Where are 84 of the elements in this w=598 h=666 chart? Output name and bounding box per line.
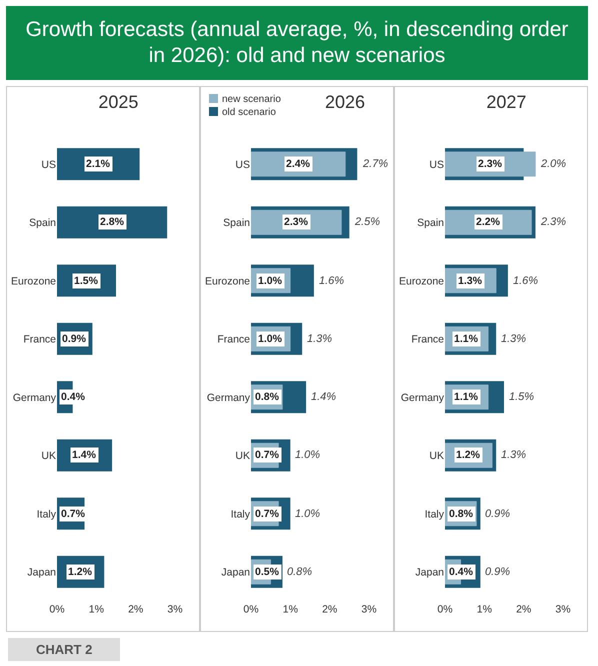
data-label: 0.7%	[255, 508, 280, 520]
y-tick-label: Eurozone	[11, 275, 56, 288]
x-tick-label: 0%	[437, 604, 453, 616]
data-label: 1.4%	[311, 391, 336, 403]
data-label: 1.3%	[501, 449, 526, 461]
chart-title: 2026	[324, 92, 366, 112]
data-label: 1.3%	[307, 333, 332, 345]
y-tick-label: US	[41, 158, 56, 171]
data-label: 2.1%	[86, 158, 111, 170]
data-label: 1.6%	[319, 275, 344, 287]
x-tick-label: 1%	[476, 604, 492, 616]
data-label: 0.4%	[449, 566, 474, 578]
data-label: 1.0%	[258, 275, 283, 287]
x-tick-label: 3%	[555, 604, 571, 616]
data-label: 1.0%	[295, 508, 320, 520]
data-label: 2.8%	[100, 216, 125, 228]
legend-label: new scenario	[222, 94, 281, 105]
y-tick-label: Japan	[27, 566, 56, 579]
x-tick-label: 2%	[322, 604, 338, 616]
x-tick-label: 0%	[49, 604, 65, 616]
legend-label: old scenario	[222, 107, 276, 118]
data-label: 1.6%	[513, 275, 538, 287]
y-tick-label: Germany	[12, 392, 57, 404]
y-tick-label: Italy	[230, 508, 251, 520]
y-tick-label: Eurozone	[399, 275, 444, 288]
y-tick-label: Spain	[223, 217, 250, 230]
data-label: 1.0%	[295, 449, 320, 461]
y-tick-label: US	[429, 158, 444, 171]
x-tick-label: 1%	[282, 604, 298, 616]
data-label: 2.4%	[286, 158, 311, 170]
data-label: 2.3%	[540, 216, 566, 228]
data-label: 2.0%	[540, 158, 566, 170]
x-tick-label: 3%	[167, 604, 183, 616]
y-tick-label: France	[217, 334, 250, 346]
y-tick-label: Spain	[417, 217, 444, 230]
y-tick-label: Italy	[424, 508, 445, 520]
data-label: 2.7%	[362, 158, 388, 170]
data-label: 0.7%	[255, 449, 280, 461]
chart-subtitle: 2025	[98, 92, 138, 112]
bar	[57, 206, 168, 238]
data-label: 1.5%	[509, 391, 534, 403]
data-label: 1.1%	[454, 391, 479, 403]
data-label: 0.9%	[485, 508, 510, 520]
data-label: 0.8%	[449, 508, 474, 520]
y-tick-label: UK	[41, 450, 56, 462]
data-label: 0.8%	[287, 566, 312, 578]
y-tick-label: UK	[429, 450, 444, 462]
data-label: 1.3%	[458, 275, 483, 287]
x-tick-label: 1%	[88, 604, 104, 616]
y-tick-label: UK	[235, 450, 250, 462]
data-label: 1.3%	[501, 333, 526, 345]
x-tick-label: 0%	[243, 604, 259, 616]
data-label: 2.3%	[284, 216, 309, 228]
y-tick-label: Japan	[415, 566, 444, 579]
y-tick-label: Germany	[400, 392, 445, 404]
data-label: 2.5%	[354, 216, 380, 228]
data-label: 0.5%	[255, 566, 280, 578]
data-label: 1.1%	[454, 333, 479, 345]
data-label: 0.7%	[61, 508, 86, 520]
y-tick-label: Eurozone	[205, 275, 250, 288]
data-label: 1.4%	[72, 449, 97, 461]
chart-title: 2027	[486, 92, 526, 112]
y-tick-label: Italy	[36, 508, 57, 520]
data-label: 0.8%	[255, 391, 280, 403]
data-label: 2.2%	[476, 216, 501, 228]
data-label: 1.2%	[68, 566, 93, 578]
data-label: 0.9%	[62, 333, 87, 345]
y-tick-label: France	[411, 334, 444, 346]
caption: CHART 2	[8, 638, 120, 661]
text: Growth forecasts (annual average, %, in descending order in 2026): old and new scenarios	[6, 6, 588, 80]
y-tick-label: US	[235, 158, 250, 171]
y-tick-label: France	[23, 334, 56, 346]
data-label: 2.3%	[478, 158, 503, 170]
x-tick-label: 2%	[128, 604, 144, 616]
data-label: 1.5%	[74, 275, 99, 287]
y-tick-label: Germany	[206, 392, 251, 404]
data-label: 0.9%	[485, 566, 510, 578]
y-tick-label: Japan	[221, 566, 250, 579]
data-label: 0.4%	[61, 391, 86, 403]
x-tick-label: 3%	[361, 604, 377, 616]
data-label: 1.2%	[456, 449, 481, 461]
x-tick-label: 2%	[516, 604, 532, 616]
data-label: 1.0%	[258, 333, 283, 345]
y-tick-label: Spain	[29, 217, 56, 230]
